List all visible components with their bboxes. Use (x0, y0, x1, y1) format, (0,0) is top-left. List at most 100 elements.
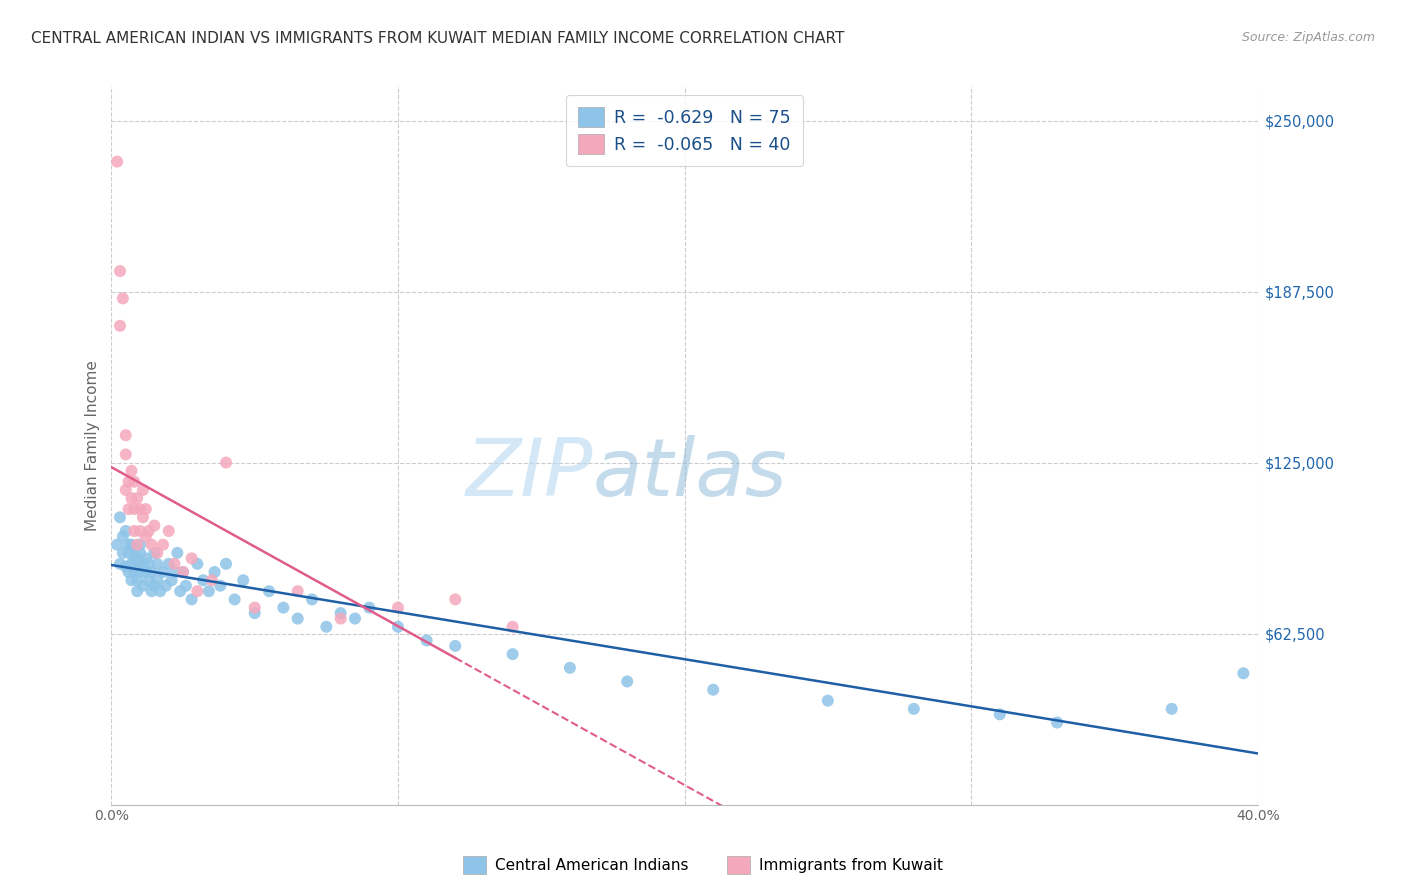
Point (155, 579, 177, 593)
Point (141, 538, 163, 552)
Point (163, 565, 186, 579)
Point (114, 524, 136, 538)
Point (124, 551, 146, 566)
Point (129, 538, 152, 552)
Point (143, 518, 166, 533)
Point (273, 600, 295, 615)
Point (1046, 715, 1069, 730)
Point (114, 428, 136, 442)
Point (903, 702, 925, 716)
Text: CENTRAL AMERICAN INDIAN VS IMMIGRANTS FROM KUWAIT MEDIAN FAMILY INCOME CORRELATI: CENTRAL AMERICAN INDIAN VS IMMIGRANTS FR… (31, 31, 845, 46)
Point (301, 592, 323, 607)
Point (502, 647, 524, 661)
Point (988, 707, 1011, 722)
Point (132, 483, 155, 497)
Point (359, 600, 381, 615)
Point (315, 620, 337, 634)
Point (138, 574, 160, 588)
Point (124, 502, 146, 516)
Point (114, 483, 136, 497)
Point (243, 606, 266, 620)
Point (121, 464, 143, 478)
Point (186, 584, 208, 599)
Point (114, 559, 136, 574)
Point (132, 557, 155, 571)
Text: Source: ZipAtlas.com: Source: ZipAtlas.com (1241, 31, 1375, 45)
Point (169, 584, 191, 599)
Point (174, 579, 197, 593)
Point (124, 475, 146, 489)
Point (117, 546, 139, 560)
Point (121, 557, 143, 571)
Point (817, 693, 839, 707)
Point (117, 502, 139, 516)
Point (243, 600, 266, 615)
Y-axis label: Median Family Income: Median Family Income (86, 360, 100, 531)
Point (105, 538, 128, 552)
Point (329, 606, 352, 620)
Point (124, 524, 146, 538)
Point (111, 292, 134, 306)
Point (146, 546, 169, 560)
Point (702, 682, 724, 697)
Point (138, 557, 160, 571)
Point (127, 557, 149, 571)
Text: atlas: atlas (593, 435, 787, 513)
Point (166, 546, 188, 560)
Point (132, 579, 155, 593)
Point (135, 551, 157, 566)
Point (129, 524, 152, 538)
Point (117, 565, 139, 579)
Point (117, 538, 139, 552)
Point (143, 546, 166, 560)
Point (108, 318, 131, 333)
Point (121, 574, 143, 588)
Point (387, 620, 409, 634)
Point (232, 574, 254, 588)
Point (387, 600, 409, 615)
Point (160, 574, 183, 588)
Point (215, 456, 238, 470)
Point (149, 584, 172, 599)
Point (108, 264, 131, 278)
Point (108, 510, 131, 524)
Point (141, 565, 163, 579)
Point (141, 584, 163, 599)
Point (143, 579, 166, 593)
Point (135, 502, 157, 516)
Point (1232, 666, 1254, 681)
Legend: R =  -0.629   N = 75, R =  -0.065   N = 40: R = -0.629 N = 75, R = -0.065 N = 40 (565, 95, 803, 167)
Point (444, 639, 467, 653)
Point (616, 674, 638, 689)
Point (135, 565, 157, 579)
Point (127, 574, 149, 588)
Point (172, 565, 194, 579)
Point (127, 491, 149, 505)
Point (129, 546, 152, 560)
Point (558, 661, 581, 675)
Point (135, 529, 157, 543)
Point (146, 557, 169, 571)
Point (172, 565, 194, 579)
Point (157, 557, 180, 571)
Point (343, 611, 366, 625)
Point (444, 592, 467, 607)
Point (191, 574, 214, 588)
Point (127, 538, 149, 552)
Point (114, 447, 136, 461)
Text: ZIP: ZIP (465, 435, 593, 513)
Point (287, 611, 309, 625)
Point (152, 565, 174, 579)
Point (152, 538, 174, 552)
Point (204, 565, 226, 579)
Point (111, 529, 134, 543)
Point (329, 611, 352, 625)
Point (180, 592, 202, 607)
Point (108, 557, 131, 571)
Point (146, 574, 169, 588)
Point (163, 557, 186, 571)
Point (138, 524, 160, 538)
Point (121, 538, 143, 552)
Point (157, 524, 180, 538)
Legend: Central American Indians, Immigrants from Kuwait: Central American Indians, Immigrants fro… (457, 850, 949, 880)
